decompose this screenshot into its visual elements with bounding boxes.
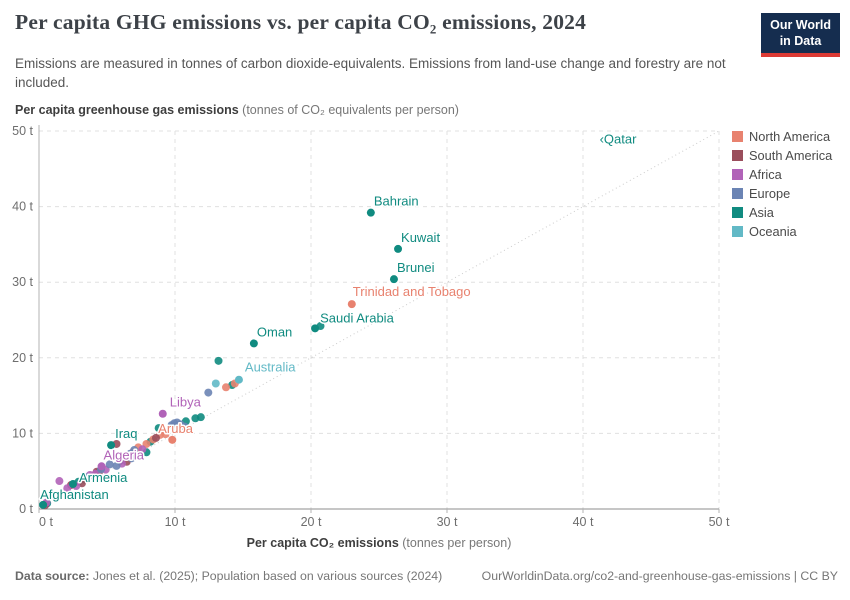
data-point[interactable] — [107, 441, 116, 450]
data-point[interactable] — [168, 435, 177, 444]
legend-label: Oceania — [749, 224, 797, 239]
legend-label: Africa — [749, 167, 782, 182]
legend-swatch — [732, 207, 743, 218]
legend-label: Asia — [749, 205, 774, 220]
data-point[interactable] — [119, 452, 128, 461]
data-point[interactable] — [389, 275, 398, 284]
data-point[interactable] — [211, 379, 220, 388]
legend-item-africa[interactable]: Africa — [732, 165, 832, 184]
continent-legend: North America South America Africa Europe As… — [732, 127, 832, 241]
data-point[interactable] — [161, 430, 170, 439]
data-point[interactable] — [55, 477, 64, 486]
legend-item-oceania[interactable]: Oceania — [732, 222, 832, 241]
country-label[interactable]: Trinidad and Tobago — [351, 283, 472, 301]
y-tick-label: 20 t — [12, 351, 33, 365]
data-point[interactable] — [97, 462, 106, 471]
chart-subtitle: Emissions are measured in tonnes of carb… — [15, 56, 726, 91]
legend-item-south-america[interactable]: South America — [732, 146, 832, 165]
data-point[interactable] — [138, 445, 147, 454]
owid-logo-line2: in Data — [779, 33, 822, 48]
owid-logo[interactable]: Our World in Data — [761, 13, 840, 58]
data-point[interactable] — [126, 449, 135, 458]
data-point[interactable] — [154, 424, 163, 433]
country-label[interactable]: Bahrain — [372, 192, 420, 210]
data-point[interactable] — [204, 388, 213, 397]
owid-logo-line1: Our World — [770, 18, 831, 32]
data-point[interactable] — [394, 244, 403, 253]
data-point[interactable] — [249, 339, 258, 348]
country-label[interactable]: Armenia — [78, 469, 130, 487]
x-axis-title: Per capita CO₂ emissions (tonnes per per… — [247, 536, 512, 550]
data-source-note: Data source: Jones et al. (2025); Popula… — [15, 569, 442, 583]
y-tick-label: 0 t — [19, 502, 33, 516]
data-point[interactable] — [173, 418, 182, 427]
data-point[interactable] — [151, 433, 160, 442]
page-title: Per capita GHG emissions vs. per capita … — [15, 10, 587, 34]
legend-label: South America — [749, 148, 833, 163]
x-tick-label: 30 t — [437, 515, 458, 529]
country-label[interactable]: Algeria — [102, 446, 146, 464]
y-axis-title-bold: Per capita greenhouse gas emissions — [15, 103, 239, 117]
legend-swatch — [732, 169, 743, 180]
data-point[interactable] — [222, 383, 230, 392]
country-label[interactable]: Kuwait — [400, 228, 442, 246]
data-point[interactable] — [214, 356, 223, 365]
country-label[interactable]: ‹Qatar — [598, 130, 639, 148]
x-tick-label: 20 t — [301, 515, 322, 529]
data-point[interactable] — [63, 484, 72, 493]
country-label[interactable]: Iraq — [114, 425, 139, 443]
data-point[interactable] — [158, 409, 167, 418]
y-tick-label: 40 t — [12, 200, 33, 214]
country-label[interactable]: Libya — [168, 393, 203, 411]
footer-link[interactable]: OurWorldinData.org/co2-and-greenhouse-ga… — [481, 569, 838, 583]
data-source-label: Data source: — [15, 569, 90, 583]
legend-swatch — [732, 226, 743, 237]
data-point[interactable] — [196, 413, 205, 422]
country-label[interactable]: Saudi Arabia — [319, 309, 396, 327]
y-tick-label: 30 t — [12, 275, 33, 289]
reference-line-y-equals-x — [38, 130, 720, 510]
country-label[interactable]: Afghanistan — [39, 485, 111, 503]
legend-item-asia[interactable]: Asia — [732, 203, 832, 222]
y-axis-title-units: (tonnes of CO₂ equivalents per person) — [238, 103, 459, 117]
x-tick-label: 0 t — [39, 515, 53, 529]
data-point[interactable] — [69, 480, 77, 489]
country-label[interactable]: Aruba — [157, 419, 195, 437]
footer: Data source: Jones et al. (2025); Popula… — [15, 569, 838, 583]
data-source-text: Jones et al. (2025); Population based on… — [89, 569, 443, 583]
y-tick-label: 10 t — [12, 426, 33, 440]
legend-label: North America — [749, 129, 831, 144]
legend-swatch — [732, 131, 743, 142]
data-point[interactable] — [347, 300, 356, 309]
legend-item-north-america[interactable]: North America — [732, 127, 832, 146]
x-tick-label: 10 t — [165, 515, 186, 529]
x-tick-label: 40 t — [573, 515, 594, 529]
legend-swatch — [732, 188, 743, 199]
data-point[interactable] — [39, 500, 48, 509]
data-point[interactable] — [83, 473, 92, 482]
y-axis-title: Per capita greenhouse gas emissions (ton… — [15, 103, 459, 117]
country-label[interactable]: Australia — [243, 358, 297, 376]
legend-item-europe[interactable]: Europe — [732, 184, 832, 203]
legend-label: Europe — [749, 186, 791, 201]
data-point[interactable] — [234, 375, 243, 384]
data-point[interactable] — [105, 460, 114, 469]
country-label[interactable]: Brunei — [395, 259, 436, 277]
country-label[interactable]: Oman — [255, 323, 293, 341]
data-point[interactable] — [366, 208, 375, 217]
legend-swatch — [732, 150, 743, 161]
data-point[interactable] — [311, 324, 320, 333]
x-tick-label: 50 t — [709, 515, 730, 529]
y-tick-label: 50 t — [12, 124, 33, 138]
data-point[interactable] — [112, 461, 121, 470]
